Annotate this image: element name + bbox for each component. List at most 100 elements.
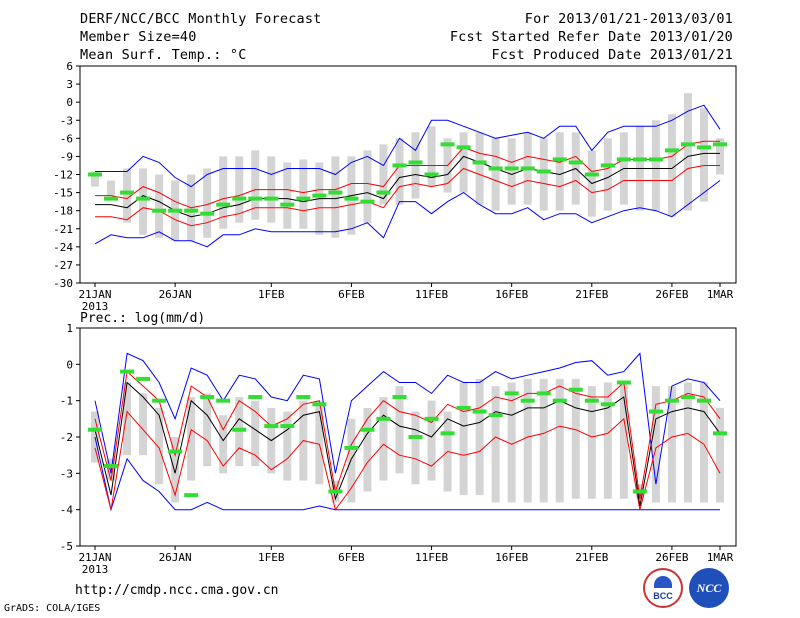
ensemble-box (219, 156, 228, 229)
ensemble-box (251, 150, 260, 220)
ensemble-box (699, 382, 708, 503)
obs-marker (424, 172, 439, 177)
ensemble-box (507, 138, 516, 205)
min-line (94, 436, 720, 512)
obs-marker (392, 163, 407, 168)
obs-marker (376, 190, 391, 195)
y-tick-label: -18 (53, 205, 73, 218)
panel-title: Prec.: log(mm/d) (80, 311, 205, 326)
ensemble-box (155, 174, 164, 238)
ncc-logo: NCC (689, 568, 729, 608)
ensemble-box (379, 397, 388, 481)
ensemble-box (347, 418, 356, 503)
ensemble-box (123, 168, 132, 223)
y-tick-label: -4 (60, 504, 74, 517)
obs-marker (216, 398, 231, 403)
x-tick-label: 6FEB (338, 288, 365, 301)
x-tick-label: 1MAR (707, 551, 734, 564)
member-size: Member Size=40 (80, 29, 197, 45)
y-tick-label: -3 (60, 114, 73, 127)
x-tick-label: 21JAN (78, 551, 111, 564)
obs-marker (568, 387, 583, 392)
obs-marker (713, 431, 727, 436)
ensemble-box (716, 138, 724, 175)
obs-marker (440, 431, 455, 436)
obs-marker (488, 413, 503, 418)
y-tick-label: -12 (53, 169, 73, 182)
obs-marker (520, 166, 535, 171)
ensemble-box (459, 132, 468, 193)
obs-marker (472, 409, 487, 414)
ensemble-box (651, 120, 660, 211)
x-tick-label: 21FEB (575, 288, 608, 301)
ensemble-box (427, 126, 436, 187)
obs-marker (296, 395, 311, 400)
ensemble-box (587, 386, 596, 499)
obs-marker (104, 464, 119, 469)
y-tick-label: 6 (66, 60, 73, 73)
bcc-logo-mark (654, 576, 672, 588)
source-url[interactable]: http://cmdp.ncc.cma.gov.cn (75, 583, 279, 598)
ensemble-box (139, 393, 148, 456)
obs-marker (232, 427, 247, 432)
forecast-start: Fcst Started Refer Date 2013/01/20 (449, 29, 733, 45)
ensemble-box (491, 386, 500, 503)
obs-marker (536, 391, 551, 396)
ensemble-box (395, 386, 404, 474)
obs-marker (648, 157, 663, 162)
forecast-produced: Fcst Produced Date 2013/01/21 (491, 47, 733, 63)
ensemble-box (187, 397, 196, 481)
grads-credit: GrADS: COLA/IGES (4, 603, 101, 614)
obs-marker (344, 196, 359, 201)
ensemble-box (315, 400, 324, 485)
obs-marker (616, 380, 631, 385)
y-tick-label: 1 (66, 322, 73, 335)
ensemble-box (171, 437, 180, 503)
obs-marker (200, 211, 215, 216)
obs-marker (264, 196, 279, 201)
forecast-period: For 2013/01/21-2013/03/01 (524, 11, 733, 27)
obs-marker (632, 157, 647, 162)
lower-spread-line (94, 410, 721, 511)
obs-marker (616, 157, 631, 162)
obs-marker (600, 402, 615, 407)
obs-marker (168, 449, 183, 454)
ensemble-box (555, 132, 564, 211)
ensemble-box (91, 171, 99, 187)
obs-marker (584, 398, 599, 403)
x-tick-label: 1MAR (707, 288, 734, 301)
obs-marker (488, 166, 503, 171)
obs-marker (344, 445, 359, 450)
upper-spread-line (94, 370, 721, 499)
obs-marker (152, 208, 167, 213)
x-tick-label: 21FEB (575, 551, 608, 564)
ensemble-box (491, 138, 500, 211)
obs-marker (696, 398, 711, 403)
x-tick-label: 26JAN (159, 288, 192, 301)
obs-marker (696, 145, 711, 150)
obs-marker (104, 196, 119, 201)
x-tick-label: 1FEB (258, 551, 285, 564)
obs-marker (552, 157, 567, 162)
x-tick-label: 1FEB (258, 288, 285, 301)
ensemble-box (363, 407, 372, 492)
ensemble-box (667, 386, 676, 503)
y-tick-label: -30 (53, 277, 73, 290)
obs-marker (136, 196, 151, 201)
ensemble-box (555, 378, 564, 503)
obs-marker (120, 190, 135, 195)
y-tick-label: -1 (60, 395, 73, 408)
ensemble-box (523, 378, 532, 503)
ensemble-box (699, 108, 708, 202)
y-tick-label: -6 (60, 132, 73, 145)
obs-marker (456, 145, 471, 150)
y-tick-label: -9 (60, 150, 73, 163)
ensemble-box (107, 180, 116, 196)
chart-title: DERF/NCC/BCC Monthly Forecast (80, 11, 322, 27)
obs-marker (568, 160, 583, 165)
ensemble-box (219, 415, 228, 474)
obs-marker (456, 405, 471, 410)
obs-marker (360, 199, 375, 204)
ensemble-box (251, 400, 260, 467)
ensemble-box (651, 386, 660, 503)
